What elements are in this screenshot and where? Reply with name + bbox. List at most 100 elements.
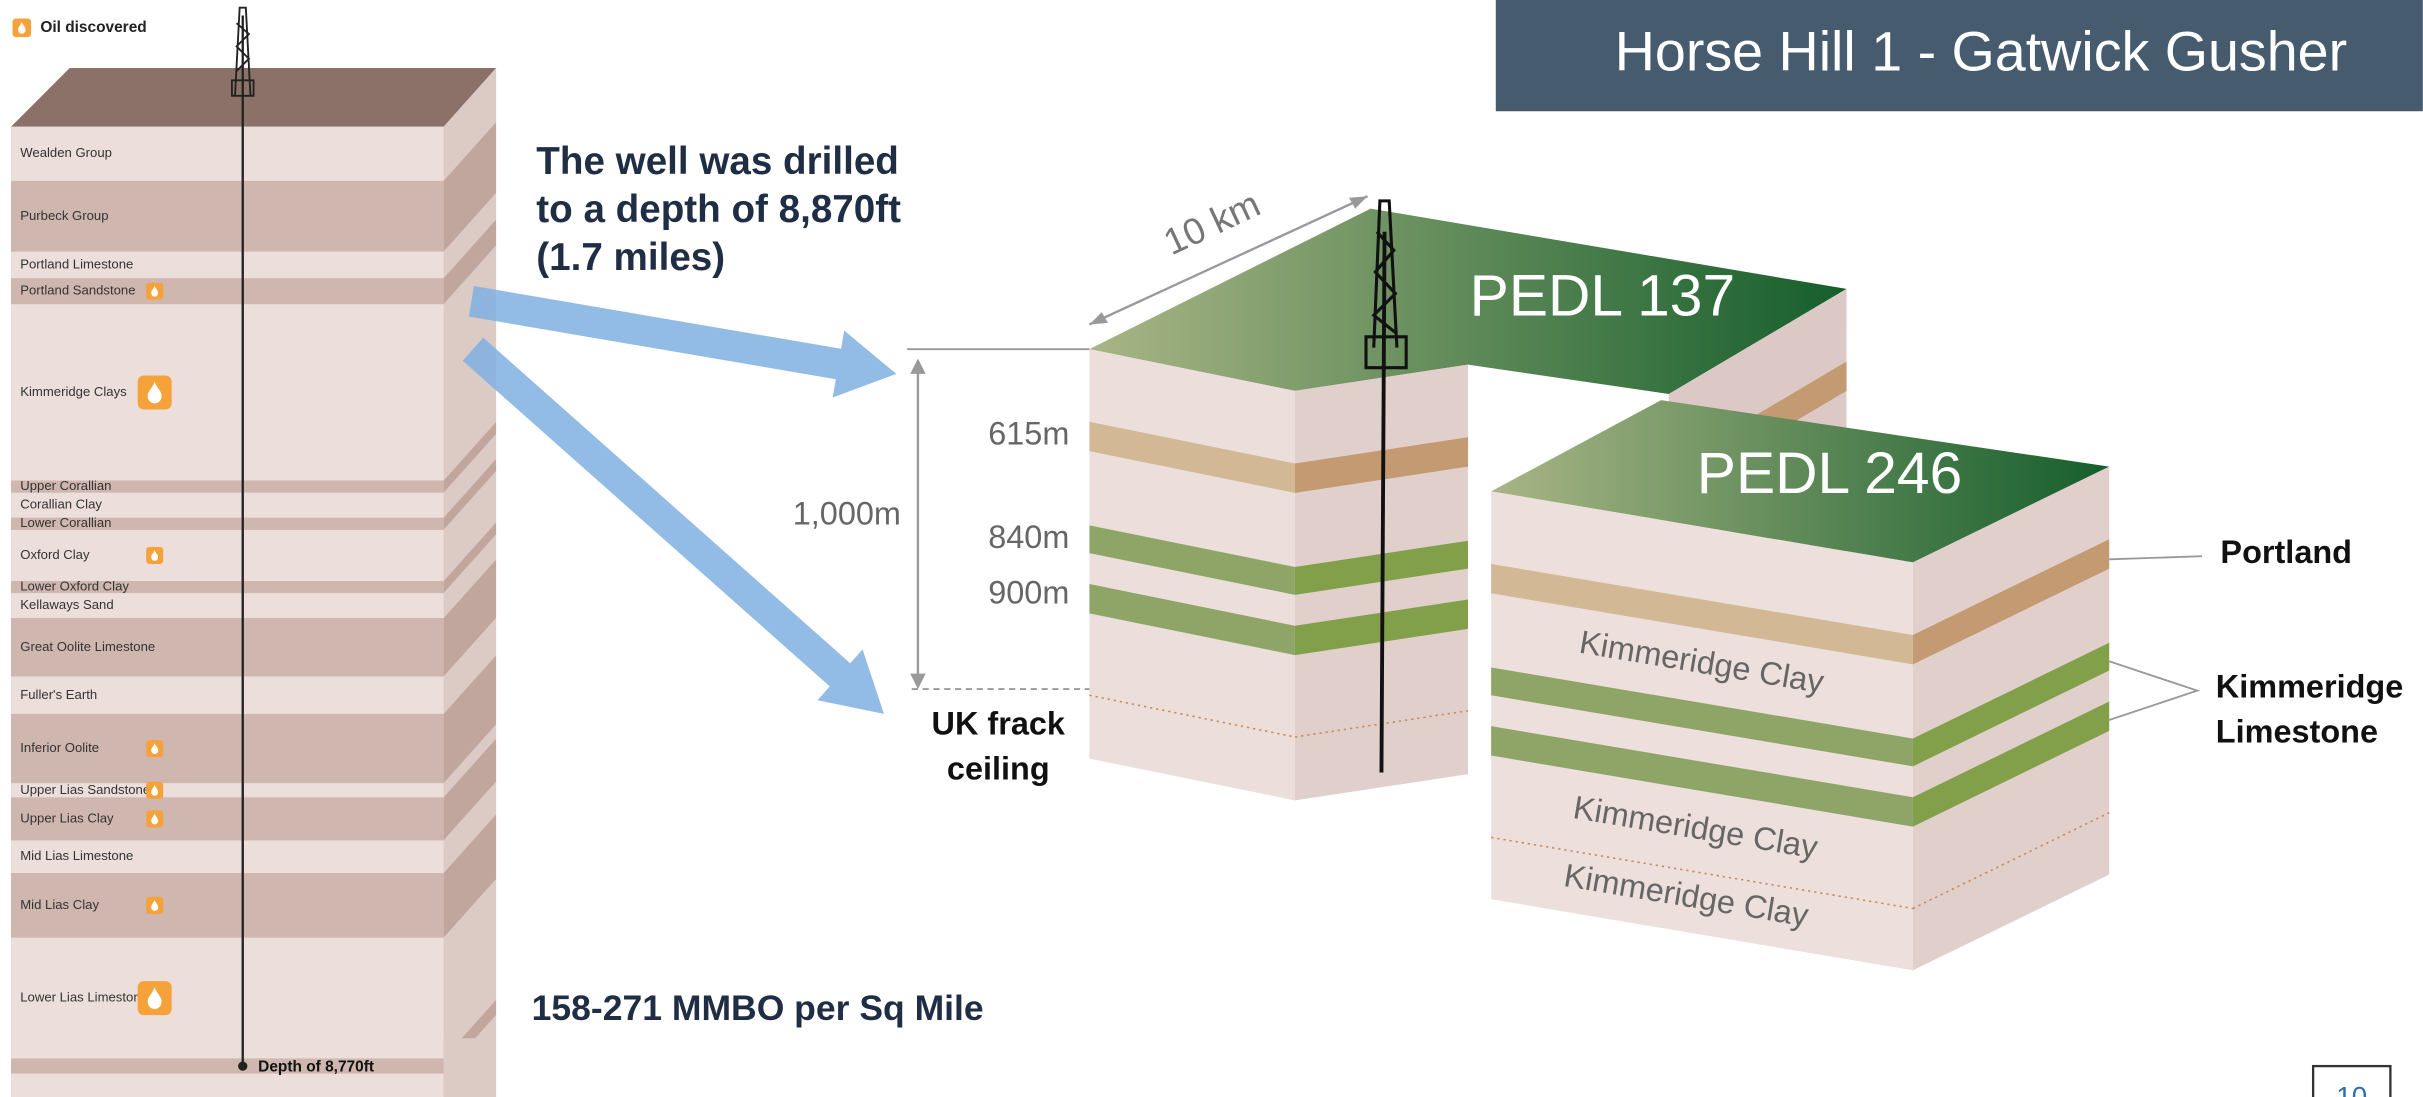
portland-label: Portland [2220,534,2352,570]
stratum-side [443,193,497,279]
block-stratum [1912,642,2110,767]
stratum-side [443,781,497,873]
stratum-label: Purbeck Group [20,208,108,223]
page-number: 10 [2336,1081,2367,1097]
arrow [462,337,884,714]
stratum-label: Kellaways Sand [20,597,113,612]
stratum-band [10,529,444,581]
stratum-band [10,797,444,841]
block-stratum [1089,525,1295,595]
limestone-label: Limestone [2216,713,2378,749]
stratum-band [10,517,444,530]
stratum-side [443,471,497,581]
block-stratum [1089,584,1295,656]
stratum-label: Lower Lias Limestone [20,990,148,1005]
stratum-band [10,1073,444,1097]
stratum-side [443,458,497,530]
height-label: 1,000m [793,496,901,532]
stratum-label: Upper Corallian [20,478,111,493]
well-bottom [238,1061,248,1071]
scale-line [1088,195,1369,326]
depth-marker: 840m [988,519,1069,555]
oil-drop [17,21,26,34]
ceiling-label: UK frack [932,706,1066,742]
callout-line [2109,555,2202,561]
depth-label: Depth of 8,770ft [258,1059,374,1076]
block-top [1491,400,2110,563]
stratum-band [10,251,444,279]
page-number-box [2311,1064,2392,1097]
headline-line: to a depth of 8,870ft [536,188,901,231]
limestone-label: Kimmeridge [2216,669,2403,705]
resource-label: 158-271 MMBO per Sq Mile [532,988,984,1028]
block-stratum [1491,563,1913,665]
ceiling-label: ceiling [947,751,1050,787]
oil-drop [147,381,162,404]
stratum-label: Lower Oxford Clay [20,579,129,594]
stratum-label: Great Oolite Limestone [20,639,155,654]
stratum-label: Corallian Clay [20,497,102,512]
stratum-side [443,534,497,619]
stratum-side [443,618,497,714]
stratum-side [443,724,497,798]
strata-column: Wealden Group Purbeck Group Portland Limes… [10,6,497,1097]
headline-line: The well was drilled [536,140,899,183]
stratum-label: Mid Lias Limestone [20,848,133,863]
stratum-side [443,655,497,784]
block-top [1089,208,1847,394]
stratum-label: Fuller's Earth [20,687,97,702]
derrick [1364,199,1408,370]
derrick [230,6,255,97]
stratum-label: Portland Limestone [20,256,133,271]
stratum-band [10,713,444,784]
stratum-band [10,783,444,798]
stratum-label: Inferior Oolite [20,740,99,755]
depth-marker: 615m [988,415,1069,451]
licence-label: PEDL 137 [1470,263,1735,328]
stratum-band [10,1058,444,1074]
stratum-label: Upper Lias Clay [20,810,114,825]
block-stratum [1912,701,2110,827]
stratum-side [443,522,497,594]
stratum-band [10,872,444,938]
arrow [468,286,897,398]
stratum-side [443,219,497,305]
title: Horse Hill 1 - Gatwick Gusher [1615,20,2347,82]
stratum-band [10,126,444,181]
legend-label: Oil discovered [40,19,146,36]
oil-drop [151,743,159,755]
stratum-band [10,937,444,1059]
oil-drop [151,784,159,796]
stratum-band [10,840,444,873]
column-side-fill [443,1038,497,1097]
stratum-band [10,278,444,305]
stratum-band [10,618,444,677]
licence-label: PEDL 246 [1697,441,1962,506]
stratum-label: Portland Sandstone [20,283,135,298]
oil-drop [151,813,159,825]
stratum-label: Oxford Clay [20,547,90,562]
stratum-side [443,738,497,841]
stratum-band [10,676,444,714]
stratum-side [443,122,497,252]
stratum-side [443,421,497,493]
depth-marker: 900m [988,574,1069,610]
stratum-label: Wealden Group [20,145,112,160]
oil-drop [151,285,159,297]
headline-line: (1.7 miles) [536,236,725,279]
stratum-band [10,304,444,481]
stratum-side [443,559,497,677]
stratum-side [443,67,497,181]
block-stratum [1491,667,1913,767]
callout-line [2108,660,2201,721]
stratum-band [10,580,444,594]
dotted-horizon [1089,694,1296,738]
oil-drop [147,987,162,1009]
block-stratum [1491,726,1913,827]
stratum-side [443,434,497,518]
block-stratum [1912,539,2110,665]
column-top [10,67,497,127]
